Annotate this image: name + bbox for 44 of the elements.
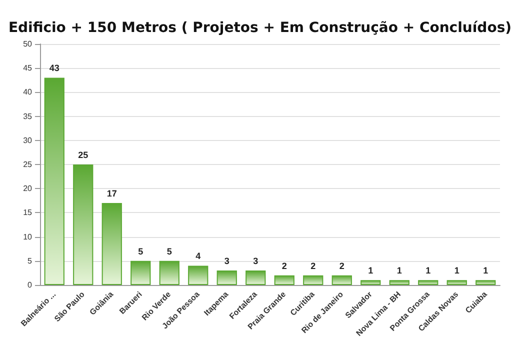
bar [446,280,467,285]
data-label: 1 [483,266,488,276]
bar [130,260,151,285]
bar [476,280,496,285]
bar [389,280,410,285]
data-label: 5 [166,246,172,256]
bar [332,275,352,285]
data-label: 2 [339,260,344,271]
data-label: 1 [454,266,460,276]
data-label: 3 [224,256,230,266]
bar [216,270,237,285]
y-tick-label: 50 [23,40,33,48]
y-tick-label: 45 [23,64,33,73]
bar [73,164,94,285]
data-label: 4 [196,251,201,262]
bar [188,266,208,285]
y-tick-label: 0 [28,280,33,290]
data-label: 1 [368,266,374,276]
bar [102,203,122,285]
bar [44,78,64,285]
bar [303,275,324,285]
chart-title: Edificio + 150 Metros ( Projetos + Em Construção + Concluídos) [8,20,512,36]
y-tick-label: 15 [23,208,33,218]
bar [274,275,294,285]
data-label: 25 [78,150,88,160]
data-label: 1 [396,266,402,276]
data-label: 2 [282,260,287,271]
data-label: 5 [138,246,144,256]
y-tick-label: 10 [23,232,33,242]
y-tick-label: 25 [23,160,33,169]
y-tick-label: 20 [23,184,33,194]
data-label: 3 [253,256,258,266]
data-label: 1 [426,266,431,276]
bar [360,280,381,285]
bar [418,280,438,285]
data-label: 43 [49,63,60,74]
data-label: 17 [106,188,117,199]
bar [246,270,266,285]
y-tick-label: 40 [23,88,33,97]
data-label: 2 [310,260,316,271]
bar [159,260,180,285]
y-tick-label: 35 [23,112,33,121]
y-tick-label: 30 [23,136,33,145]
y-tick-label: 5 [28,256,33,266]
